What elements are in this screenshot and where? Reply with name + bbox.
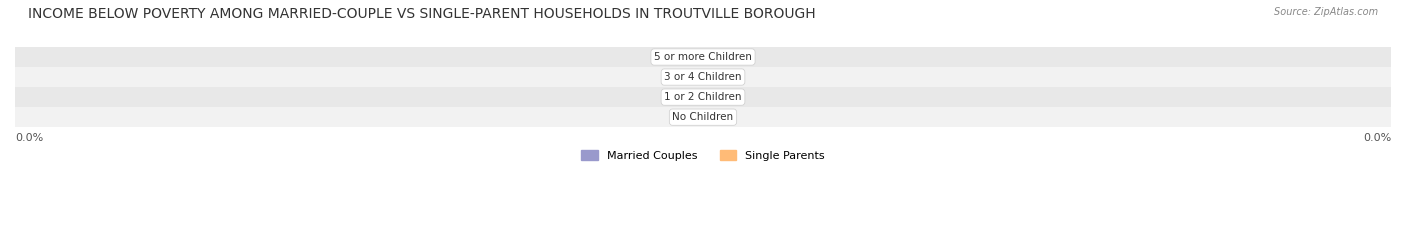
- Bar: [703, 112, 731, 123]
- Bar: [675, 51, 703, 62]
- Bar: [15, 87, 1391, 107]
- Bar: [675, 72, 703, 82]
- Text: INCOME BELOW POVERTY AMONG MARRIED-COUPLE VS SINGLE-PARENT HOUSEHOLDS IN TROUTVI: INCOME BELOW POVERTY AMONG MARRIED-COUPL…: [28, 7, 815, 21]
- Bar: [15, 47, 1391, 67]
- Legend: Married Couples, Single Parents: Married Couples, Single Parents: [576, 146, 830, 165]
- Text: 0.0%: 0.0%: [15, 133, 44, 143]
- Bar: [15, 107, 1391, 127]
- Text: 0.0%: 0.0%: [1362, 133, 1391, 143]
- Text: 3 or 4 Children: 3 or 4 Children: [664, 72, 742, 82]
- Bar: [675, 112, 703, 123]
- Text: 0.0%: 0.0%: [704, 93, 730, 102]
- Text: 0.0%: 0.0%: [704, 72, 730, 82]
- Text: 0.0%: 0.0%: [676, 72, 702, 82]
- Bar: [15, 67, 1391, 87]
- Text: 0.0%: 0.0%: [704, 52, 730, 62]
- Bar: [703, 92, 731, 103]
- Text: 5 or more Children: 5 or more Children: [654, 52, 752, 62]
- Bar: [675, 92, 703, 103]
- Text: 0.0%: 0.0%: [676, 93, 702, 102]
- Bar: [703, 51, 731, 62]
- Text: No Children: No Children: [672, 112, 734, 122]
- Text: 0.0%: 0.0%: [704, 113, 730, 122]
- Text: 0.0%: 0.0%: [676, 113, 702, 122]
- Text: Source: ZipAtlas.com: Source: ZipAtlas.com: [1274, 7, 1378, 17]
- Text: 0.0%: 0.0%: [676, 52, 702, 62]
- Bar: [703, 72, 731, 82]
- Text: 1 or 2 Children: 1 or 2 Children: [664, 92, 742, 102]
